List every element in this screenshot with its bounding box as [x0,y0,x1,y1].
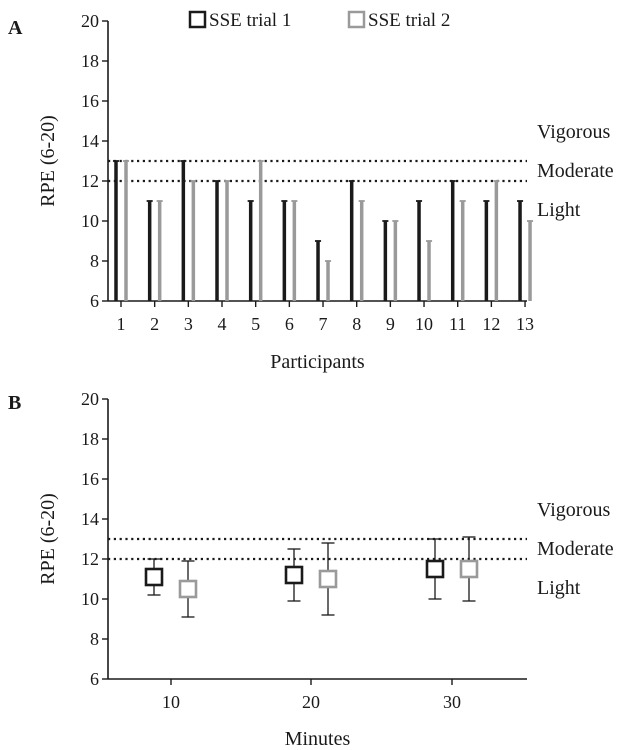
panel-a-bar-trial-2 [124,161,128,301]
panel-a-bar-trial-1 [181,161,186,301]
panel-a-x-tick-label: 6 [285,314,294,334]
panel-b-point-trial-1 [284,565,304,585]
panel-a-bar-trial-1 [450,181,455,301]
panel-a-bar-trial-1 [282,201,287,301]
panel-a-bar-trial-1 [484,201,489,301]
panel-b-y-tick-label: 16 [81,469,99,489]
panel-a-bar-trial-1 [114,161,118,301]
panel-a-bar-trial-2 [258,161,263,301]
legend-swatch-trial-1 [188,10,207,29]
panel-b-y-tick-label: 14 [81,509,99,529]
panel-a-x-tick-label: 9 [386,314,395,334]
panel-b-y-tick-label: 20 [81,389,99,409]
panel-b-x-tick-label: 20 [302,692,320,712]
panel-a-zone-label-vigorous: Vigorous [537,121,610,143]
panel-b-zone-label-moderate: Moderate [537,538,614,560]
panel-a-x-tick-label: 10 [415,314,433,334]
legend-label-trial-1: SSE trial 1 [209,10,291,31]
panel-a-bar-trial-1 [147,201,152,301]
panel-a-bar-trial-2 [494,181,499,301]
panel-b-y-tick-label: 6 [90,669,99,689]
panel-b-x-tick-label: 10 [162,692,180,712]
panel-a-bar-trial-1 [518,201,522,301]
panel-b-y-axis-label: RPE (6-20) [37,493,59,585]
panel-a-bar-trial-2 [528,221,532,301]
panel-a-bar-trial-2 [225,181,229,301]
panel-a-y-tick-label: 14 [81,131,99,151]
panel-a-bar-trial-2 [292,201,297,301]
panel-a-y-tick-label: 8 [90,251,99,271]
panel-a-y-axis-label: RPE (6-20) [37,115,59,207]
panel-a-bar-trial-2 [393,221,398,301]
panel-a-bar-trial-2 [157,201,162,301]
legend-label-trial-2: SSE trial 2 [368,10,450,31]
panel-b-point-trial-1 [144,567,164,587]
panel-b-point-trial-1 [425,559,445,579]
panel-b-point-trial-2 [178,579,198,599]
panel-b-x-tick-label: 30 [443,692,461,712]
panel-a-x-tick-label: 2 [150,314,159,334]
panel-a-x-tick-label: 11 [449,314,466,334]
panel-b-point-trial-2 [459,559,479,579]
panel-a-zone-label-moderate: Moderate [537,160,614,182]
panel-a-x-tick-label: 12 [482,314,500,334]
panel-a-bar-trial-1 [215,181,219,301]
panel-a-y-tick-label: 20 [81,11,99,31]
panel-a-x-tick-label: 5 [251,314,260,334]
panel-a-bar-trial-2 [427,241,431,301]
panel-a-bar-trial-2 [326,261,330,301]
panel-a-bar-trial-1 [316,241,320,301]
panel-a-zone-label-light: Light [537,199,581,221]
panel-a-y-tick-label: 6 [90,291,99,311]
panel-b-point-trial-2 [318,569,338,589]
panel-a-x-tick-label: 1 [117,314,126,334]
panel-label-b: B [8,392,21,414]
panel-a-x-axis-label: Participants [270,351,365,373]
panel-a-x-tick-label: 3 [184,314,193,334]
panel-b-y-tick-label: 12 [81,549,99,569]
panel-a-bar-trial-1 [417,201,421,301]
panel-a-bar-trial-1 [383,221,388,301]
panel-a-y-tick-label: 16 [81,91,99,111]
legend: SSE trial 1 SSE trial 2 [188,10,450,31]
panel-a-x-tick-label: 13 [516,314,534,334]
panel-b-y-tick-label: 8 [90,629,99,649]
panel-label-a: A [8,17,23,39]
legend-swatch-trial-2 [347,10,366,29]
panel-b-zone-label-vigorous: Vigorous [537,499,610,521]
panel-a-y-tick-label: 12 [81,171,99,191]
panel-a-bar-trial-2 [191,181,196,301]
panel-a-bar-trial-2 [460,201,465,301]
panel-a-y-tick-label: 10 [81,211,99,231]
panel-a-x-tick-label: 4 [218,314,227,334]
panel-a-bar-trial-1 [349,181,354,301]
panel-a-x-tick-label: 7 [319,314,328,334]
panel-b-y-tick-label: 18 [81,429,99,449]
panel-a-bar-trial-2 [359,201,364,301]
panel-a-x-tick-label: 8 [352,314,361,334]
panel-b-y-tick-label: 10 [81,589,99,609]
panel-b-x-axis-label: Minutes [285,728,351,750]
panel-b-zone-label-light: Light [537,577,581,599]
panel-a-y-tick-label: 18 [81,51,99,71]
panel-a-bar-trial-1 [248,201,253,301]
panel-b-chart: 6 8 10 12 14 16 18 20 RPE (6-20) Minutes Vigorous M… [37,389,614,750]
